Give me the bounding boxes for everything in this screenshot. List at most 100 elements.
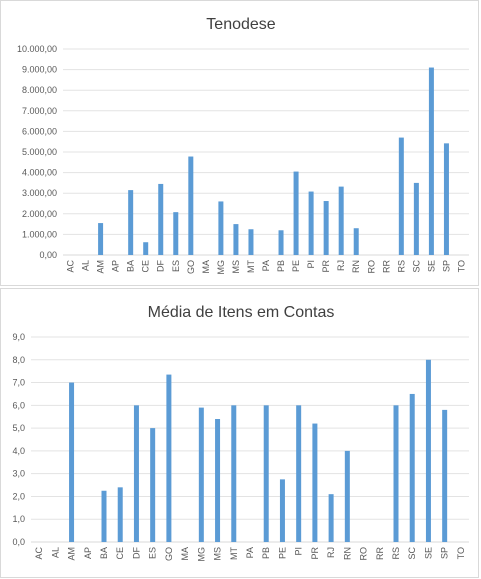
bar-pr [312,423,318,542]
bar-df [158,183,164,255]
x-tick-label: DF [156,260,166,272]
bar-ba [128,190,134,255]
bar-ba [101,490,107,542]
plot-area: 0,0 1,0 2,0 3,0 4,0 5,0 6,0 7,0 8,0 9,0 AC AL AM AP BA… [12,332,469,562]
x-tick-label: RJ [326,547,336,558]
x-tick-label: PA [245,547,255,558]
x-tick-label: TO [456,547,466,559]
x-tick-label: CE [115,547,125,560]
x-tick-label: ES [171,260,181,272]
x-tick-label: AP [111,260,121,272]
x-tick-label: DF [131,547,141,559]
bar-mg [218,201,224,255]
y-tick-label: 7.000,00 [22,106,57,116]
x-tick-label: RO [359,547,369,561]
x-tick-label: SC [411,260,421,273]
x-tick-label: GO [186,260,196,274]
bar-am [69,382,75,542]
bar-go [188,156,194,255]
x-tick-label: SE [426,260,436,272]
x-tick-label: MA [201,260,211,274]
x-tick-label: RN [342,547,352,560]
y-tick-label: 6.000,00 [22,126,57,136]
x-tick-label: BA [126,260,136,272]
chart-panel-tenodese: Tenodese 0,00 1.000,00 2.000,00 3.000,00 4.0… [0,0,479,286]
y-tick-label: 9,0 [12,332,25,342]
x-tick-label: PA [261,260,271,271]
x-tick-label: RS [391,547,401,560]
bar-pi [308,191,314,255]
bar-sc [409,393,415,542]
x-tick-label: GO [164,547,174,561]
bar-rs [393,405,399,542]
bar-ms [233,224,239,255]
y-tick-label: 6,0 [12,400,25,410]
y-tick-label: 3,0 [12,469,25,479]
y-tick-label: 2.000,00 [22,209,57,219]
bar-rs [398,137,404,255]
x-tick-label: RR [381,260,391,273]
x-tick-label: PR [321,260,331,273]
bar-rj [328,494,334,542]
y-tick-label: 4.000,00 [22,168,57,178]
bar-se [425,359,431,542]
bar-df [133,405,139,542]
x-tick-label: TO [456,260,466,272]
bar-sp [442,409,448,542]
bar-mt [248,229,254,255]
y-tick-label: 10.000,00 [17,44,57,54]
plot-area: 0,00 1.000,00 2.000,00 3.000,00 4.000,00 5.00… [17,44,469,275]
bar-pe [293,171,299,255]
bar-ce [143,242,149,255]
x-tick-label: MT [246,260,256,273]
bar-mt [231,405,237,542]
y-tick-label: 4,0 [12,446,25,456]
x-tick-label: PB [261,547,271,559]
x-tick-label: PI [306,260,316,269]
x-tick-label: MS [231,260,241,274]
x-tick-label: AM [67,547,77,561]
bar-am [98,223,104,255]
x-tick-label: MG [216,260,226,275]
x-tick-label: AC [66,260,76,273]
bar-ms [215,419,221,542]
bar-ce [117,487,123,542]
x-tick-label: MG [196,547,206,562]
x-tick-label: MT [229,547,239,560]
bar-se [428,67,434,255]
x-tick-label: PE [277,547,287,559]
y-tick-label: 7,0 [12,378,25,388]
bar-mg [198,407,204,542]
x-tick-label: MS [213,547,223,561]
chart-panel-media-itens: Média de Itens em Contas 0,0 1,0 2,0 3,0 4,0… [0,288,479,578]
bar-pe [279,479,285,542]
bar-rn [344,450,350,542]
x-tick-label: SE [423,547,433,559]
x-tick-label: PB [276,260,286,272]
bar-pb [263,405,269,542]
y-tick-label: 1.000,00 [22,229,57,239]
bar-go [166,374,172,542]
x-tick-label: RS [396,260,406,273]
x-tick-label: AL [50,547,60,558]
bar-es [173,212,179,255]
bar-es [150,428,156,542]
x-tick-label: MA [180,547,190,561]
y-tick-label: 1,0 [12,514,25,524]
x-tick-label: SP [441,260,451,272]
y-tick-label: 0,00 [39,250,57,260]
bar-pi [296,405,302,542]
x-tick-label: RN [351,260,361,273]
x-tick-label: CE [141,260,151,273]
x-tick-label: BA [99,547,109,559]
x-tick-label: PI [294,547,304,556]
y-tick-label: 8,0 [12,355,25,365]
x-tick-label: SP [440,547,450,559]
chart-title: Média de Itens em Contas [148,304,335,321]
y-tick-label: 0,0 [12,537,25,547]
bar-sp [443,143,449,255]
x-tick-label: AP [83,547,93,559]
bar-pr [323,201,329,255]
x-tick-label: RJ [336,260,346,271]
x-tick-label: RO [366,260,376,274]
